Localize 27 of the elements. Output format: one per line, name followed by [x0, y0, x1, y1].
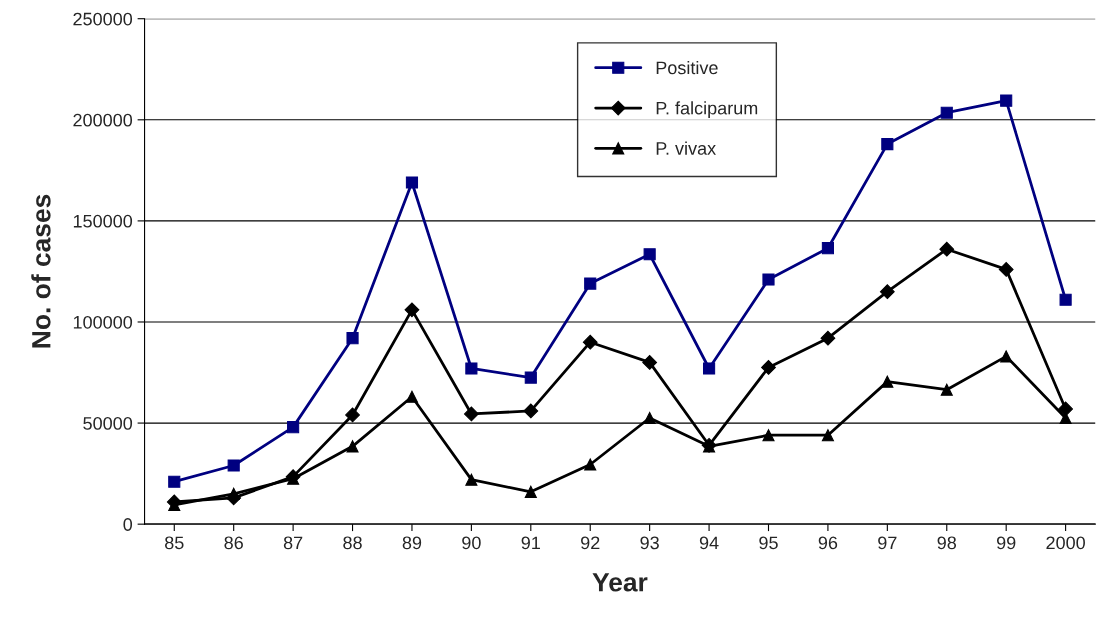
x-tick-label: 97: [878, 536, 897, 550]
y-tick-label: 250000: [73, 12, 133, 26]
y-tick-label: 200000: [73, 113, 133, 127]
y-tick-label: 100000: [73, 315, 133, 329]
x-tick-label: 98: [937, 536, 957, 550]
legend-label: P. vivax: [656, 141, 716, 155]
y-tick-label: 50000: [83, 417, 133, 430]
legend-label: Positive: [656, 60, 718, 75]
x-tick-label: 88: [343, 536, 362, 550]
y-tick-label: 0: [123, 518, 133, 531]
x-tick-label: 92: [581, 536, 600, 550]
x-axis-title: Year: [592, 573, 648, 592]
x-tick-label: 95: [759, 536, 778, 550]
x-tick-label: 93: [640, 536, 659, 550]
x-tick-label: 87: [283, 536, 303, 550]
y-axis-title: No. of cases: [31, 194, 51, 348]
x-tick-label: 2000: [1046, 536, 1085, 550]
legend-label: P. falciparum: [656, 101, 758, 119]
y-tick-label: 150000: [73, 214, 133, 228]
x-tick-label: 86: [224, 536, 243, 550]
x-tick-label: 90: [462, 536, 481, 550]
x-tick-label: 89: [402, 536, 422, 550]
x-tick-label: 91: [521, 536, 540, 550]
x-tick-label: 85: [165, 536, 184, 550]
x-tick-label: 94: [699, 536, 719, 550]
x-tick-label: 99: [996, 536, 1016, 550]
x-tick-label: 96: [818, 536, 838, 550]
